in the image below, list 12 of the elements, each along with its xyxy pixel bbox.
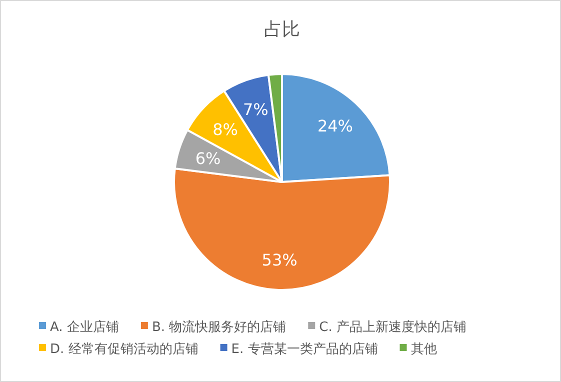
legend-label: C. 产品上新速度快的店铺 xyxy=(319,319,466,335)
chart-title: 占比 xyxy=(264,19,300,40)
data-label: 7% xyxy=(242,100,268,119)
legend-label: 其他 xyxy=(410,342,437,357)
legend-label: A. 企业店铺 xyxy=(50,319,119,335)
data-label: 8% xyxy=(212,120,238,139)
data-label: 24% xyxy=(317,116,354,136)
legend-label: E. 专营某一类产品的店铺 xyxy=(231,341,378,357)
data-label: 6% xyxy=(195,148,221,168)
legend-label: D. 经常有促销活动的店铺 xyxy=(50,341,198,357)
data-label: 53% xyxy=(262,250,298,270)
legend-label: B. 物流快服务好的店铺 xyxy=(152,319,286,335)
